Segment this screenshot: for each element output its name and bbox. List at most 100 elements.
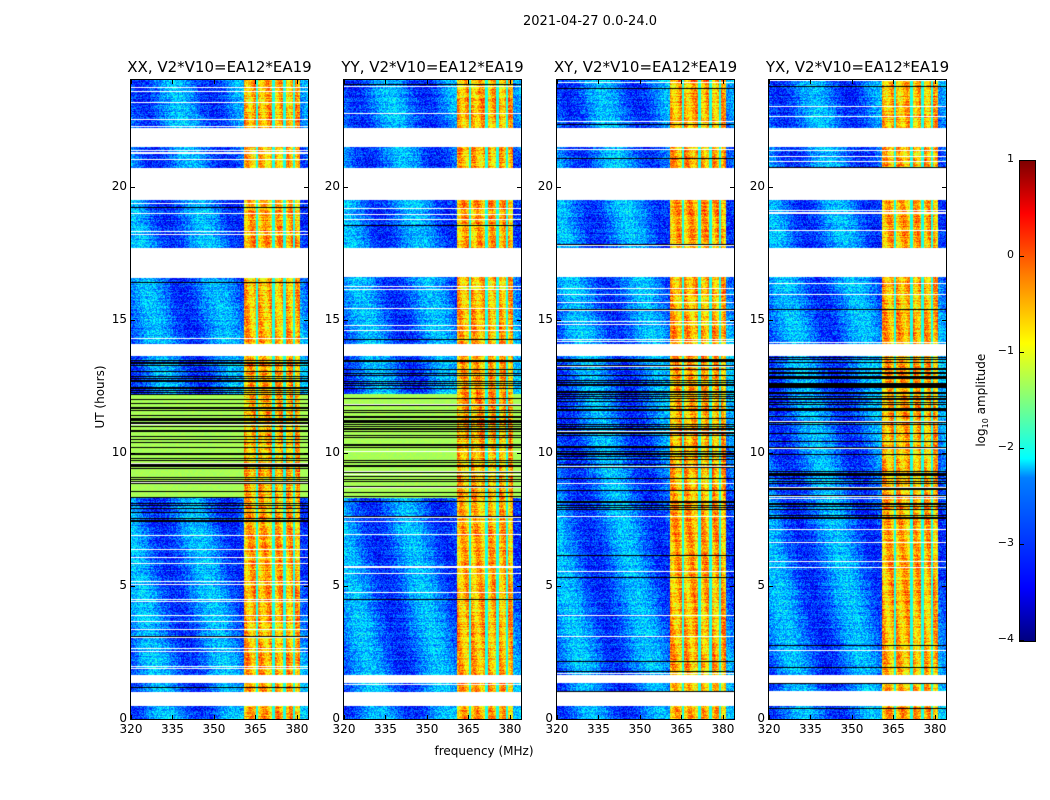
x-tick-mark — [893, 80, 895, 84]
y-tick-mark — [730, 585, 734, 587]
x-tick-label: 335 — [799, 722, 822, 736]
y-tick-mark — [730, 319, 734, 321]
x-tick-mark — [131, 715, 132, 719]
x-tick-mark — [213, 80, 215, 84]
y-tick-mark — [942, 186, 946, 188]
y-tick-mark — [769, 719, 773, 720]
y-tick-mark — [344, 319, 348, 321]
x-tick-mark — [598, 80, 600, 84]
y-tick-label: 10 — [324, 444, 340, 459]
x-tick-mark — [810, 715, 812, 719]
heatmap-image — [769, 80, 946, 719]
y-tick-mark — [131, 452, 135, 454]
colorbar — [1019, 160, 1036, 642]
y-tick-mark — [557, 186, 561, 188]
spectrogram-panel-0 — [130, 79, 309, 720]
y-tick-mark — [942, 719, 946, 720]
x-tick-mark — [255, 80, 257, 84]
colorbar-tick-mark — [1020, 352, 1024, 353]
colorbar-tick-label: 1 — [1007, 152, 1014, 165]
y-tick-label: 0 — [757, 711, 765, 725]
x-tick-mark — [934, 80, 936, 84]
x-tick-mark — [468, 80, 470, 84]
y-tick-mark — [557, 719, 561, 720]
y-tick-mark — [304, 319, 308, 321]
y-tick-label: 0 — [332, 711, 340, 725]
y-tick-mark — [131, 585, 135, 587]
y-tick-mark — [730, 186, 734, 188]
x-tick-label: 380 — [711, 722, 735, 736]
y-tick-label: 20 — [324, 178, 340, 193]
colorbar-label-sub: 10 — [981, 418, 991, 429]
y-tick-mark — [942, 585, 946, 587]
colorbar-tick-mark — [1020, 544, 1024, 545]
x-tick-label: 335 — [587, 722, 610, 736]
panel-title: XY, V2*V10=EA12*EA19 — [553, 58, 738, 76]
y-tick-mark — [769, 452, 773, 454]
y-tick-label: 5 — [119, 577, 127, 592]
y-tick-mark — [131, 719, 135, 720]
x-tick-label: 350 — [628, 722, 652, 736]
x-tick-label: 365 — [457, 722, 480, 736]
y-tick-mark — [517, 452, 521, 454]
x-tick-mark — [851, 80, 853, 84]
y-tick-label: 0 — [119, 711, 127, 725]
y-tick-label: 5 — [332, 577, 340, 592]
x-tick-mark — [426, 80, 428, 84]
y-tick-mark — [304, 719, 308, 720]
y-tick-mark — [131, 186, 135, 188]
x-tick-label: 365 — [670, 722, 693, 736]
y-tick-label: 15 — [537, 311, 553, 326]
x-tick-mark — [509, 80, 511, 84]
colorbar-tick-label: −1 — [997, 344, 1014, 357]
colorbar-tick-label: −2 — [997, 440, 1014, 453]
heatmap-image — [131, 80, 308, 719]
x-tick-label: 320 — [332, 722, 356, 736]
x-tick-mark — [344, 715, 345, 719]
y-axis-label: UT (hours) — [93, 365, 107, 429]
x-tick-label: 350 — [202, 722, 226, 736]
y-tick-mark — [344, 452, 348, 454]
y-tick-mark — [517, 719, 521, 720]
colorbar-tick-label: 0 — [1007, 248, 1014, 261]
y-tick-mark — [769, 585, 773, 587]
x-tick-label: 365 — [882, 722, 905, 736]
x-tick-mark — [639, 80, 641, 84]
x-tick-label: 320 — [545, 722, 569, 736]
x-tick-mark — [172, 715, 174, 719]
x-tick-mark — [598, 715, 600, 719]
x-tick-mark — [344, 80, 345, 84]
x-tick-mark — [681, 715, 683, 719]
x-tick-mark — [681, 80, 683, 84]
y-tick-mark — [557, 585, 561, 587]
x-tick-mark — [851, 715, 853, 719]
x-tick-label: 380 — [285, 722, 309, 736]
x-tick-mark — [893, 715, 895, 719]
y-tick-label: 20 — [111, 178, 127, 193]
figure-title: 2021-04-27 0.0-24.0 — [523, 14, 657, 29]
panel-title: XX, V2*V10=EA12*EA19 — [127, 58, 312, 76]
y-tick-mark — [557, 452, 561, 454]
x-tick-mark — [296, 80, 298, 84]
x-tick-mark — [557, 80, 558, 84]
y-tick-mark — [730, 719, 734, 720]
y-tick-label: 15 — [749, 311, 765, 326]
colorbar-label-rest: amplitude — [973, 353, 988, 419]
y-tick-mark — [344, 585, 348, 587]
x-tick-mark — [934, 715, 936, 719]
y-tick-mark — [769, 186, 773, 188]
colorbar-tick-label: −3 — [997, 536, 1014, 549]
x-tick-label: 380 — [923, 722, 947, 736]
colorbar-tick-label: −4 — [997, 632, 1014, 645]
y-tick-label: 10 — [537, 444, 553, 459]
x-tick-mark — [385, 80, 387, 84]
heatmap-image — [344, 80, 521, 719]
x-tick-mark — [172, 80, 174, 84]
x-tick-mark — [722, 715, 724, 719]
y-tick-label: 20 — [537, 178, 553, 193]
y-tick-label: 5 — [545, 577, 553, 592]
x-tick-mark — [468, 715, 470, 719]
colorbar-tick-mark — [1020, 160, 1024, 161]
colorbar-tick-mark — [1020, 448, 1024, 449]
y-tick-mark — [942, 319, 946, 321]
